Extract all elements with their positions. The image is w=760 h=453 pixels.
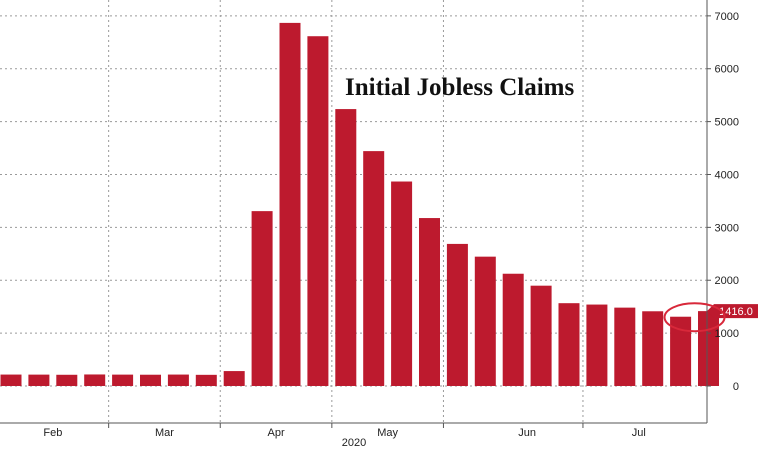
y-tick-label: 5000	[715, 117, 739, 129]
bar	[195, 374, 217, 386]
x-axis-year-label: 2020	[342, 437, 366, 449]
x-tick-label: Jul	[632, 427, 646, 439]
bar-series	[0, 22, 719, 386]
x-axis-ticks: Feb Mar Apr May Jun Jul	[43, 423, 646, 439]
bar	[0, 374, 22, 386]
bar	[167, 374, 189, 386]
y-axis-ticks: 0 1000 2000 3000 4000 5000 6000 7000	[707, 11, 739, 393]
bar	[670, 316, 692, 386]
bar	[391, 181, 413, 386]
y-tick-label: 0	[733, 381, 739, 393]
y-tick-label: 2000	[715, 275, 739, 287]
bar	[419, 218, 440, 386]
bar	[642, 311, 664, 386]
y-tick-label: 3000	[715, 222, 739, 234]
x-tick-label: Apr	[267, 427, 284, 439]
bar	[84, 374, 106, 386]
bar	[614, 307, 636, 386]
y-tick-label: 4000	[715, 169, 739, 181]
x-tick-label: Jun	[518, 427, 536, 439]
bar	[446, 243, 468, 386]
bar	[558, 303, 580, 386]
y-tick-label: 1000	[715, 328, 739, 340]
bar	[56, 374, 78, 386]
gridlines	[0, 0, 707, 423]
bar	[530, 285, 552, 386]
last-value-pointer	[707, 304, 714, 319]
x-tick-label: May	[377, 427, 398, 439]
bar	[363, 151, 385, 386]
last-value-text: 1416.0	[719, 306, 753, 318]
bar	[251, 211, 273, 386]
bar	[502, 273, 524, 386]
chart-title: Initial Jobless Claims	[345, 74, 574, 101]
bar	[140, 374, 161, 386]
bar	[112, 374, 134, 386]
bar	[223, 371, 245, 386]
bar	[279, 22, 301, 386]
bar	[586, 304, 608, 386]
y-tick-label: 6000	[715, 64, 739, 76]
bar	[28, 374, 50, 386]
bar	[307, 36, 329, 386]
bar	[335, 109, 357, 386]
bar	[698, 311, 719, 386]
bar	[474, 256, 496, 386]
highlight-circle	[663, 302, 726, 333]
y-tick-label: 7000	[715, 11, 739, 23]
x-tick-label: Feb	[43, 427, 62, 439]
x-tick-label: Mar	[155, 427, 174, 439]
